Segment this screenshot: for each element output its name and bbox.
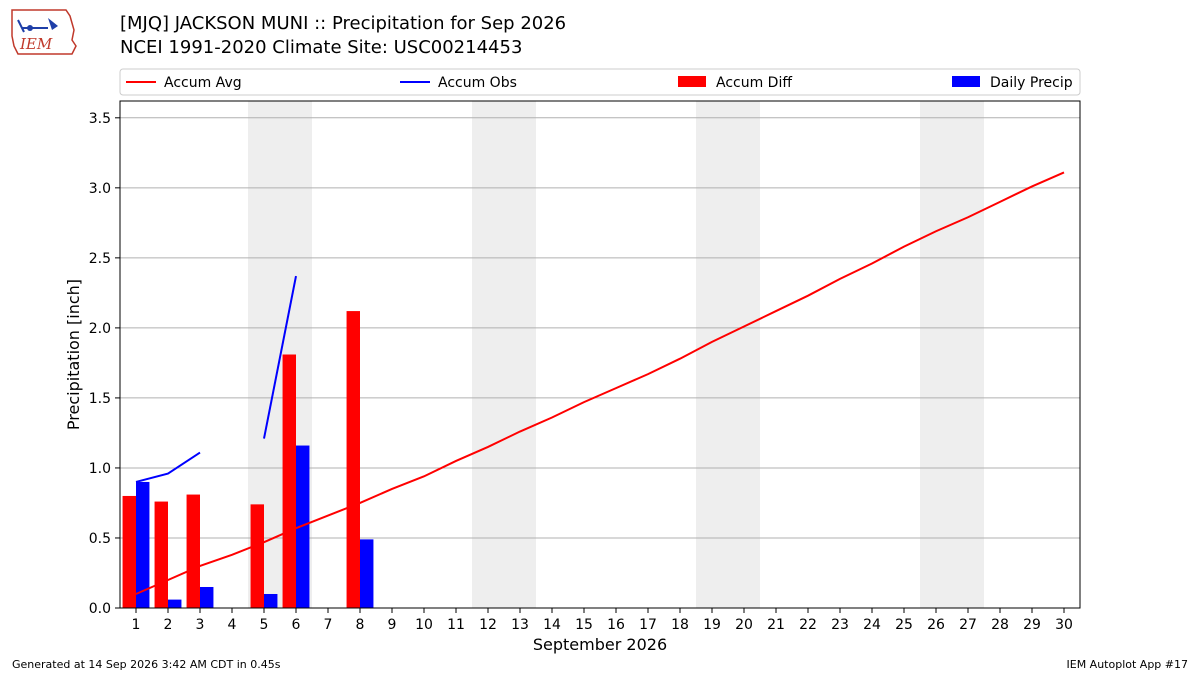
bar-daily-precip <box>360 539 374 608</box>
y-tick-label: 1.0 <box>89 461 111 477</box>
weekend-shade <box>696 101 760 608</box>
x-tick-label: 1 <box>132 617 141 633</box>
line-accum-obs <box>263 275 297 439</box>
x-tick-label: 26 <box>927 617 945 633</box>
x-tick-label: 23 <box>831 617 849 633</box>
plot-frame <box>119 100 1081 609</box>
x-tick-label: 17 <box>639 617 657 633</box>
footer-generated: Generated at 14 Sep 2026 3:42 AM CDT in … <box>12 658 281 671</box>
legend-box <box>119 68 1081 96</box>
weekend-shade <box>472 101 536 608</box>
x-tick-label: 10 <box>415 617 433 633</box>
y-tick-label: 1.5 <box>89 391 111 407</box>
bar-accum-diff <box>346 311 360 608</box>
x-tick-label: 19 <box>703 617 721 633</box>
bar-daily-precip <box>200 586 214 608</box>
bar-accum-diff <box>282 354 296 608</box>
bar-accum-diff <box>122 495 136 608</box>
x-tick-label: 27 <box>959 617 977 633</box>
x-tick-label: 28 <box>991 617 1009 633</box>
bar-accum-diff <box>154 501 168 608</box>
x-tick-label: 21 <box>767 617 785 633</box>
chart-title: [MJQ] JACKSON MUNI :: Precipitation for … <box>120 13 567 34</box>
legend-label: Accum Avg <box>164 75 242 91</box>
weekend-shade <box>920 101 984 608</box>
bar-daily-precip <box>168 599 182 608</box>
footer-app: IEM Autoplot App #17 <box>1066 658 1189 671</box>
line-accum-obs <box>135 451 201 483</box>
y-tick-label: 3.5 <box>89 111 111 127</box>
iem-logo: IEM <box>8 6 80 62</box>
x-tick-label: 22 <box>799 617 817 633</box>
x-tick-label: 5 <box>260 617 269 633</box>
x-tick-label: 14 <box>543 617 561 633</box>
x-tick-label: 20 <box>735 617 753 633</box>
y-tick-label: 3.0 <box>89 181 111 197</box>
x-tick-label: 9 <box>388 617 397 633</box>
bar-daily-precip <box>264 593 278 608</box>
legend-swatch <box>678 76 706 87</box>
legend-swatch <box>952 76 980 87</box>
x-tick-label: 6 <box>292 617 301 633</box>
logo-text: IEM <box>19 35 53 53</box>
line-accum-avg <box>135 171 1065 595</box>
chart-subtitle: NCEI 1991-2020 Climate Site: USC00214453 <box>120 37 523 58</box>
x-tick-label: 16 <box>607 617 625 633</box>
x-tick-label: 18 <box>671 617 689 633</box>
x-tick-label: 30 <box>1055 617 1073 633</box>
bar-daily-precip <box>296 445 310 608</box>
bar-accum-diff <box>250 504 264 608</box>
legend-label: Daily Precip <box>990 75 1073 91</box>
x-tick-label: 24 <box>863 617 881 633</box>
y-tick-label: 0.0 <box>89 601 111 617</box>
legend-label: Accum Obs <box>438 75 517 91</box>
x-tick-label: 4 <box>228 617 237 633</box>
y-tick-label: 0.5 <box>89 531 111 547</box>
x-tick-label: 29 <box>1023 617 1041 633</box>
x-tick-label: 12 <box>479 617 497 633</box>
x-tick-label: 15 <box>575 617 593 633</box>
x-axis-label: September 2026 <box>533 635 667 654</box>
y-tick-label: 2.0 <box>89 321 111 337</box>
y-tick-label: 2.5 <box>89 251 111 267</box>
x-tick-label: 2 <box>164 617 173 633</box>
legend-label: Accum Diff <box>716 75 792 91</box>
x-tick-label: 13 <box>511 617 529 633</box>
x-tick-label: 25 <box>895 617 913 633</box>
bar-daily-precip <box>136 481 150 608</box>
x-tick-label: 11 <box>447 617 465 633</box>
y-axis-label: Precipitation [inch] <box>64 279 83 430</box>
x-tick-label: 7 <box>324 617 333 633</box>
bar-accum-diff <box>186 494 200 608</box>
x-tick-label: 8 <box>356 617 365 633</box>
x-tick-label: 3 <box>196 617 205 633</box>
